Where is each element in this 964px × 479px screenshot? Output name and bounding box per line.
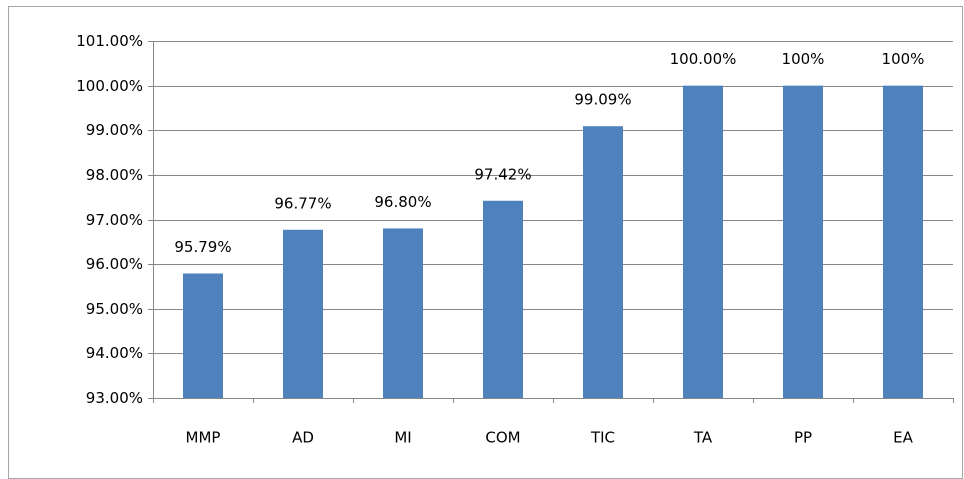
- data-label: 100.00%: [670, 50, 737, 68]
- bar: [283, 229, 323, 398]
- x-tick-label: PP: [794, 429, 812, 447]
- x-tick-label: TIC: [590, 429, 615, 447]
- x-tick-label: COM: [485, 429, 520, 447]
- y-tick-label: 100.00%: [76, 77, 143, 95]
- x-tick-label: TA: [693, 429, 713, 447]
- bar: [683, 85, 723, 398]
- y-tick-label: 96.00%: [86, 255, 143, 273]
- x-tick-label: EA: [893, 429, 913, 447]
- y-tick-label: 93.00%: [86, 389, 143, 407]
- y-tick-label: 99.00%: [86, 121, 143, 139]
- x-tick-label: MI: [394, 429, 411, 447]
- y-tick-label: 95.00%: [86, 300, 143, 318]
- y-tick-label: 94.00%: [86, 344, 143, 362]
- data-label: 96.77%: [274, 194, 331, 212]
- data-label: 95.79%: [174, 238, 231, 256]
- y-tick-label: 97.00%: [86, 211, 143, 229]
- bar: [883, 85, 923, 398]
- bar: [183, 273, 223, 398]
- x-tick-label: AD: [292, 429, 314, 447]
- bar: [483, 200, 523, 398]
- bar: [583, 126, 623, 398]
- data-label: 100%: [782, 50, 825, 68]
- y-tick-label: 98.00%: [86, 166, 143, 184]
- data-label: 100%: [882, 50, 925, 68]
- data-label: 99.09%: [574, 91, 631, 109]
- data-label: 96.80%: [374, 193, 431, 211]
- x-tick-label: MMP: [186, 429, 221, 447]
- bar: [383, 228, 423, 398]
- data-label: 97.42%: [474, 165, 531, 183]
- bar: [783, 85, 823, 398]
- y-tick-label: 101.00%: [76, 32, 143, 50]
